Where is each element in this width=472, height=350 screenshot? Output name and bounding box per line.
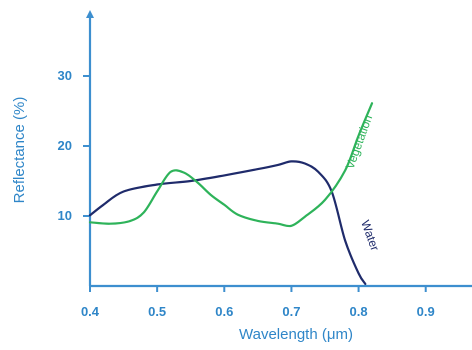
series-label-water: Water [358, 218, 382, 252]
y-tick-label: 30 [58, 68, 72, 83]
series-label-vegetation: Vegetation [343, 113, 376, 171]
x-tick-label: 0.8 [350, 304, 368, 319]
y-tick-label: 20 [58, 138, 72, 153]
x-tick-label: 0.4 [81, 304, 100, 319]
series-line-vegetation [88, 102, 374, 228]
y-axis-arrow [86, 10, 94, 18]
x-axis-title: Wavelength (μm) [239, 326, 353, 343]
y-ticks: 10 20 30 [58, 68, 90, 223]
y-tick-label: 10 [58, 208, 72, 223]
series-line-water [88, 160, 367, 285]
series-lines [88, 102, 374, 285]
x-tick-label: 0.9 [417, 304, 435, 319]
y-axis-title: Reflectance (%) [11, 97, 28, 204]
x-ticks: 0.4 0.5 0.6 0.7 0.8 0.9 [81, 286, 435, 319]
x-tick-label: 0.6 [215, 304, 233, 319]
x-tick-label: 0.5 [148, 304, 166, 319]
x-tick-label: 0.7 [282, 304, 300, 319]
